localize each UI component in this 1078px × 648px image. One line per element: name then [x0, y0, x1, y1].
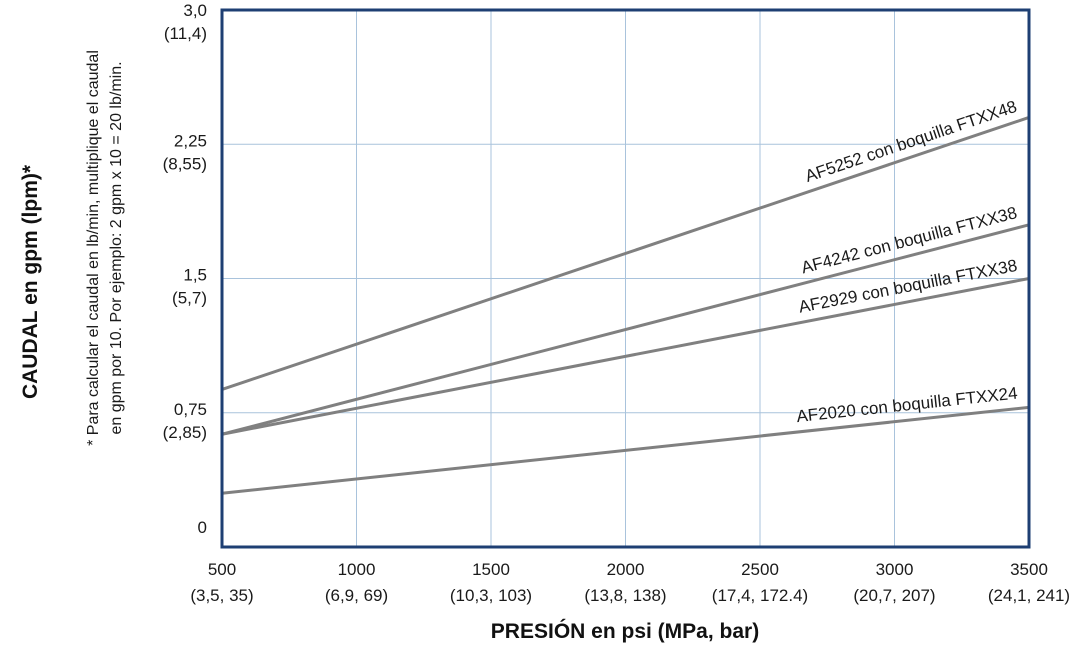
series-lines [221, 115, 1030, 495]
x-tick-sublabel: (24,1, 241) [988, 586, 1070, 605]
y-axis-ticks: 0 0,75 (2,85) 1,5 (5,7) 2,25 (8,55) 3,0 (11,4) [163, 1, 207, 537]
x-tick-label: 500 [208, 560, 236, 579]
y-tick-label: 1,5 [183, 266, 207, 285]
y-tick-sublabel: (2,85) [163, 423, 207, 442]
x-tick-label: 3500 [1010, 560, 1048, 579]
x-tick-label: 3000 [876, 560, 914, 579]
y-tick-label: 3,0 [183, 1, 207, 20]
series-line-2 [221, 223, 1030, 436]
plot-frame [220, 8, 1031, 549]
y-tick-sublabel: (5,7) [172, 289, 207, 308]
x-tick-sublabel: (10,3, 103) [450, 586, 532, 605]
y-tick-label: 2,25 [174, 131, 207, 150]
y-tick-sublabel: (8,55) [163, 154, 207, 173]
footnote-line-1: * Para calcular el caudal en lb/min, mul… [85, 50, 102, 446]
x-tick-sublabel: (13,8, 138) [584, 586, 666, 605]
y-tick-sublabel: (11,4) [164, 24, 207, 43]
x-axis-ticks: 500 (3,5, 35) 1000 (6,9, 69) 1500 (10,3, 103)… [190, 560, 1070, 605]
y-axis-title: CAUDAL en gpm (lpm)* [19, 164, 42, 399]
series-line-3 [221, 277, 1030, 436]
y-tick-label: 0,75 [174, 400, 207, 419]
x-tick-sublabel: (6,9, 69) [325, 586, 388, 605]
y-tick-label: 0 [198, 518, 207, 537]
x-tick-sublabel: (20,7, 207) [853, 586, 935, 605]
x-tick-label: 2000 [607, 560, 645, 579]
x-tick-label: 2500 [741, 560, 779, 579]
series-line-1 [221, 115, 1030, 391]
series-label-1: AF5252 con boquilla FTXX48 [803, 97, 1020, 186]
x-tick-sublabel: (3,5, 35) [190, 586, 253, 605]
x-tick-label: 1000 [338, 560, 376, 579]
x-tick-label: 1500 [472, 560, 510, 579]
footnote-line-2: en gpm por 10. Por ejemplo: 2 gpm x 10 =… [108, 61, 125, 434]
x-tick-sublabel: (17,4, 172.4) [712, 586, 808, 605]
series-line-4 [221, 405, 1030, 495]
x-axis-title: PRESIÓN en psi (MPa, bar) [491, 619, 759, 643]
